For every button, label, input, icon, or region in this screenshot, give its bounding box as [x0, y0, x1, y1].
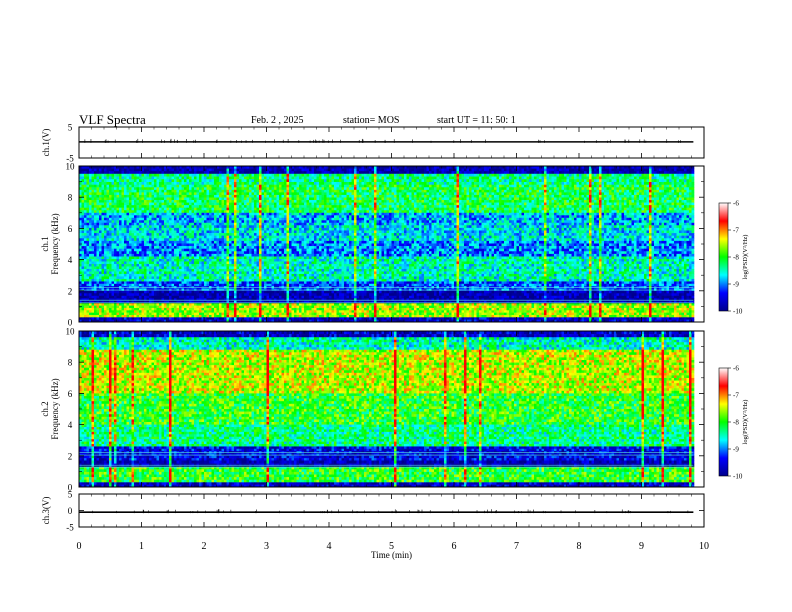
y-tick-label: 0: [68, 506, 73, 516]
colorbar-tick-label: -8: [733, 419, 739, 427]
y-axis-label: ch.2: [40, 401, 50, 416]
colorbar-tick-label: -7: [733, 392, 739, 400]
y-tick-label: 5: [68, 123, 73, 133]
colorbar-tick-label: -10: [733, 473, 743, 481]
y-tick-label: 8: [68, 358, 73, 368]
colorbar-ch1: -6 -7 -8 -9 -10 log(PSD)(V²/Hz): [719, 200, 749, 316]
colorbar-tick-label: -6: [733, 200, 739, 208]
x-tick-label: 9: [639, 541, 644, 552]
y-tick-label: 6: [68, 224, 73, 234]
colorbar-tick-label: -6: [733, 365, 739, 373]
colorbar-label: log(PSD)(V²/Hz): [742, 400, 749, 445]
x-tick-label: 10: [699, 541, 709, 552]
x-axis-label: Time (min): [371, 550, 412, 560]
x-tick-label: 3: [264, 541, 269, 552]
colorbar-tick-label: -10: [733, 308, 743, 316]
x-tick-label: 2: [202, 541, 207, 552]
colorbar-label: log(PSD)(V²/Hz): [742, 235, 749, 280]
y-axis-label: Frequency (kHz): [50, 213, 60, 274]
y-axis-label: ch.1: [40, 236, 50, 251]
spectrogram-ch1: [79, 166, 704, 322]
y-axis-label: ch.1(V): [41, 129, 51, 157]
x-tick-label: 6: [452, 541, 457, 552]
y-tick-label: 5: [68, 490, 73, 500]
y-tick-label: 4: [68, 420, 73, 430]
colorbar-gradient: [719, 368, 728, 476]
x-tick-label: 7: [514, 541, 519, 552]
x-tick-label: 0: [77, 541, 82, 552]
x-tick-label: 1: [139, 541, 144, 552]
ch1-voltage-trace: [79, 139, 693, 143]
colorbar-tick-label: -9: [733, 281, 739, 289]
colorbar-tick-label: -8: [733, 254, 739, 262]
y-tick-label: 10: [66, 162, 76, 172]
y-tick-label: 10: [66, 327, 76, 337]
y-tick-label: 2: [68, 451, 73, 461]
vlf-spectra-figure: -6 -7 -8 -9 -10 log(PSD)(V²/Hz) -6 -7 -8 -9 -10 log…: [0, 0, 792, 612]
colorbar-tick-label: -7: [733, 227, 739, 235]
y-axis-label: ch.3(V): [41, 497, 51, 525]
colorbar-gradient: [719, 203, 728, 311]
colorbar-tick-label: -9: [733, 446, 739, 454]
y-tick-label: -5: [66, 523, 74, 533]
y-tick-label: 6: [68, 389, 73, 399]
x-tick-label: 8: [577, 541, 582, 552]
y-tick-label: 4: [68, 255, 73, 265]
spectrogram-ch2: [79, 331, 704, 487]
y-tick-label: 8: [68, 193, 73, 203]
colorbar-ch2: -6 -7 -8 -9 -10 log(PSD)(V²/Hz): [719, 365, 749, 481]
y-axis-label: Frequency (kHz): [50, 378, 60, 439]
x-tick-label: 4: [327, 541, 332, 552]
ch3-voltage-trace: [79, 509, 693, 513]
spectrogram-layer: [79, 166, 704, 487]
y-tick-label: 2: [68, 286, 73, 296]
